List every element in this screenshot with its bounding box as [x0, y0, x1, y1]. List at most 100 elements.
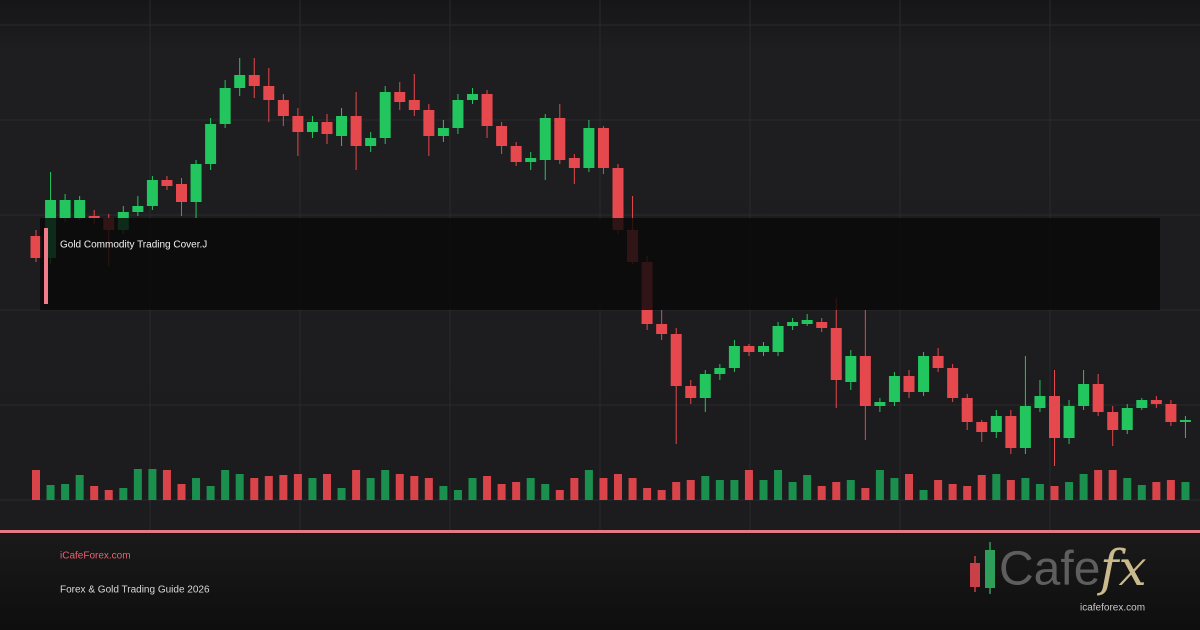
footer-site: iCafeForex.com [60, 551, 131, 562]
candle-body [539, 118, 551, 160]
candle-body [568, 158, 580, 168]
volume-bar [192, 478, 201, 500]
volume-bar [1181, 482, 1190, 500]
candle-body [1165, 404, 1177, 422]
candle-body [408, 100, 420, 110]
candle-body [990, 416, 1002, 432]
candle-body [437, 128, 449, 136]
volume-bar [1079, 474, 1088, 500]
candle-body [888, 376, 900, 402]
candle-body [263, 86, 275, 100]
volume-bar [308, 478, 317, 500]
candle-body [379, 92, 391, 138]
candle-body [612, 168, 624, 230]
volume-bar [250, 478, 259, 500]
candle-body [1034, 396, 1046, 408]
candle-body [903, 376, 915, 392]
volume-bar [1065, 482, 1074, 500]
candle-body [350, 116, 362, 146]
volume-bar [817, 486, 826, 500]
overlay-label: Gold Commodity Trading Cover.J [60, 240, 207, 251]
volume-bar [177, 484, 186, 500]
candle-body [743, 346, 755, 352]
logo-candle [970, 563, 980, 587]
candle-body [1049, 396, 1060, 438]
candle-body [205, 124, 217, 164]
candle-body [365, 138, 377, 146]
volume-bar [919, 490, 928, 500]
volume-bar [46, 485, 55, 500]
volume-bar [701, 476, 710, 500]
candle-body [59, 200, 71, 218]
logo-accent: fx [1096, 539, 1147, 597]
candle-body [1078, 384, 1090, 406]
volume-bar [162, 470, 171, 500]
candle-body [481, 94, 493, 126]
candle-body [234, 75, 246, 88]
volume-bar [803, 475, 812, 500]
volume-bar [963, 486, 972, 500]
volume-bar [1094, 470, 1103, 500]
candle-body [510, 146, 522, 162]
volume-bar [744, 470, 753, 500]
volume-bar [890, 478, 899, 500]
candle-body [947, 368, 959, 398]
volume-bar [526, 478, 535, 500]
candle-body [816, 322, 828, 328]
footer-background [0, 534, 1200, 630]
candle-body [1150, 400, 1162, 404]
volume-bar [1152, 482, 1161, 500]
volume-bar [512, 482, 521, 500]
candle-body [1063, 406, 1075, 438]
volume-bar [584, 470, 593, 500]
volume-bar [293, 474, 302, 500]
candle-body [30, 236, 42, 258]
volume-bar [497, 484, 506, 500]
volume-bar [861, 488, 870, 500]
candle-body [830, 328, 842, 380]
volume-bar [410, 476, 419, 500]
candle-body [292, 116, 304, 132]
candle-body [597, 128, 609, 168]
volume-bar [875, 470, 884, 500]
footer-rule [0, 530, 1200, 533]
volume-bar [541, 484, 550, 500]
volume-bar [759, 480, 768, 500]
volume-bar [119, 488, 128, 500]
overlay-band [40, 218, 1160, 310]
volume-bar [483, 476, 492, 500]
candle-body [88, 216, 100, 218]
candle-body [976, 422, 988, 432]
volume-bar [570, 478, 579, 500]
volume-bar [614, 474, 622, 500]
candle-body [728, 346, 740, 368]
volume-bar [424, 478, 433, 500]
candle-body [772, 326, 784, 352]
volume-bar [948, 484, 957, 500]
candle-body [1019, 406, 1031, 448]
logo: Cafe fx icafeforex.com [970, 539, 1147, 614]
candle-body [801, 320, 813, 324]
volume-bar [453, 490, 462, 500]
candle-body [1092, 384, 1104, 412]
candle-body [1179, 420, 1191, 422]
volume-bar [555, 490, 564, 500]
candle-body [132, 206, 144, 212]
volume-bar [1035, 484, 1044, 500]
volume-bar [468, 478, 477, 500]
candle-body [685, 386, 697, 398]
volume-bar [643, 488, 652, 500]
candle-body [932, 356, 944, 368]
candle-body [787, 322, 799, 326]
volume-bar [381, 470, 390, 500]
volume-bar [439, 486, 448, 500]
volume-bar [1021, 478, 1030, 500]
logo-word: Cafe [999, 543, 1100, 596]
candle-body [190, 164, 202, 202]
volume-bar [1166, 480, 1175, 500]
candle-body [699, 374, 711, 398]
candle-body [845, 356, 857, 382]
candle-body [146, 180, 158, 206]
volume-bar [352, 470, 361, 500]
